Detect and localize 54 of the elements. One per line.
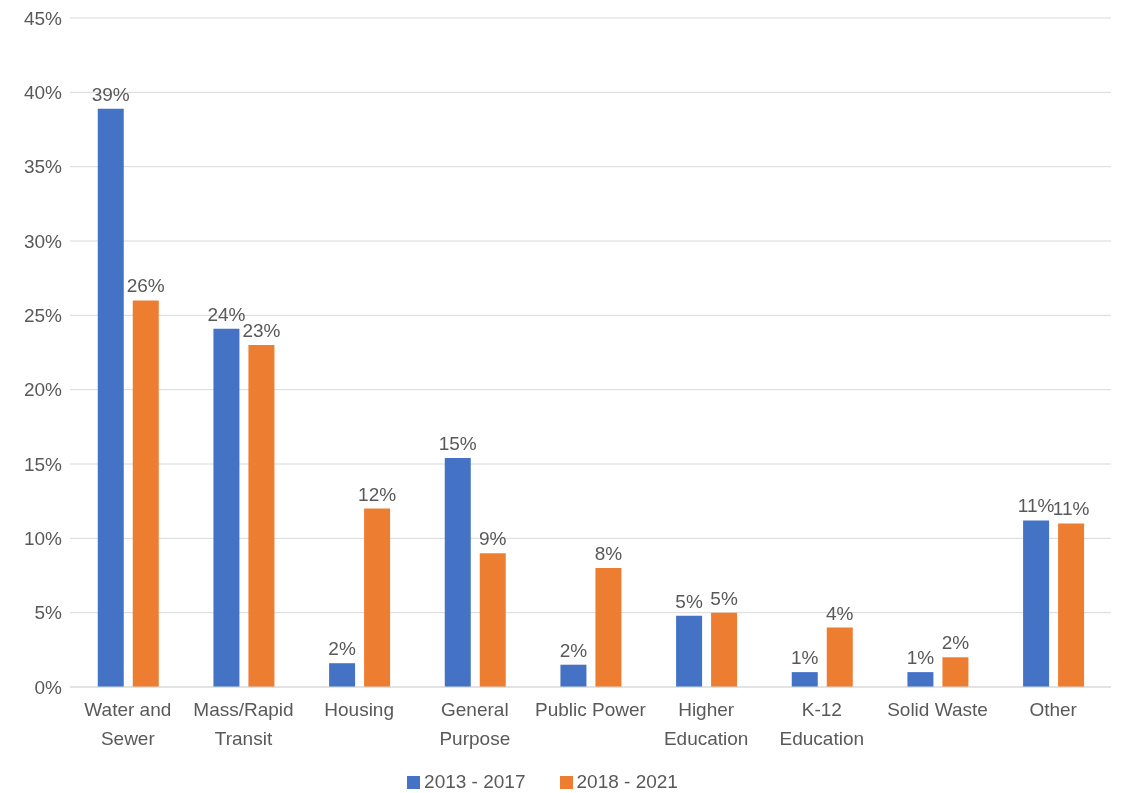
data-label: 9% bbox=[479, 528, 507, 550]
x-tick-label: Solid Waste bbox=[887, 699, 988, 721]
y-tick-label: 40% bbox=[23, 82, 63, 104]
data-label: 26% bbox=[126, 275, 165, 297]
data-label: 2% bbox=[328, 638, 356, 660]
data-label: 11% bbox=[1017, 495, 1055, 517]
bar bbox=[132, 300, 159, 687]
bar bbox=[479, 553, 506, 687]
bar bbox=[248, 345, 275, 687]
data-label: 2% bbox=[559, 639, 588, 661]
bar bbox=[560, 664, 587, 687]
x-tick-label: Mass/Rapid Transit bbox=[193, 699, 294, 750]
bar bbox=[711, 612, 738, 687]
x-tick-label: Housing bbox=[324, 699, 395, 721]
legend-label: 2018 - 2021 bbox=[576, 771, 678, 792]
y-tick-label: 25% bbox=[23, 305, 63, 327]
bar bbox=[595, 568, 622, 687]
y-tick-label: 15% bbox=[23, 453, 63, 475]
bar bbox=[942, 657, 969, 687]
data-label: 5% bbox=[710, 587, 738, 609]
data-label: 5% bbox=[675, 590, 703, 612]
y-tick-label: 5% bbox=[34, 602, 63, 624]
data-label: 39% bbox=[91, 83, 130, 105]
y-tick-label: 0% bbox=[34, 676, 63, 698]
data-label: 15% bbox=[438, 433, 477, 455]
data-label: 4% bbox=[826, 602, 854, 624]
bar bbox=[213, 328, 240, 687]
bar bbox=[1058, 523, 1085, 687]
y-tick-label: 30% bbox=[23, 230, 63, 252]
data-label: 1% bbox=[791, 647, 819, 669]
bar bbox=[907, 672, 934, 687]
bar bbox=[444, 458, 471, 687]
data-label: 8% bbox=[594, 543, 623, 565]
x-tick-label: General Purpose bbox=[439, 699, 511, 750]
bar bbox=[826, 627, 853, 687]
x-tick-label: K-12 Education bbox=[779, 699, 865, 750]
y-tick-label: 35% bbox=[23, 156, 63, 178]
y-tick-label: 20% bbox=[23, 379, 63, 401]
bar bbox=[676, 615, 703, 687]
bar bbox=[364, 508, 391, 687]
y-tick-label: 10% bbox=[23, 528, 63, 550]
data-label: 2% bbox=[941, 632, 970, 654]
data-label: 12% bbox=[358, 483, 397, 505]
x-tick-label: Other bbox=[1029, 699, 1078, 721]
bar bbox=[97, 108, 124, 687]
x-tick-label: Higher Education bbox=[663, 699, 749, 750]
bar bbox=[329, 663, 356, 687]
y-tick-label: 45% bbox=[23, 7, 63, 29]
legend-label: 2013 - 2017 bbox=[424, 771, 526, 792]
bar bbox=[1023, 520, 1050, 687]
x-tick-label: Water and Sewer bbox=[84, 699, 172, 750]
bar bbox=[791, 672, 818, 687]
x-tick-label: Public Power bbox=[535, 699, 647, 721]
data-label: 1% bbox=[906, 647, 935, 669]
